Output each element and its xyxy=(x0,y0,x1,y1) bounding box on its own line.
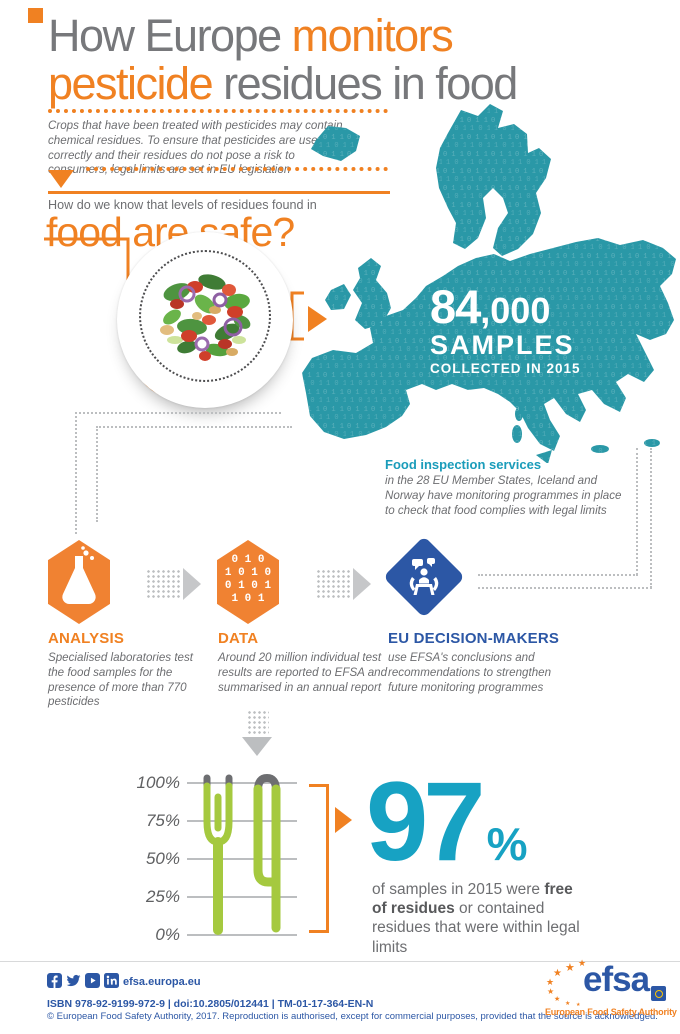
ytick-75: 75% xyxy=(145,811,180,830)
eu-flag-icon xyxy=(651,986,666,1001)
ytick-25: 25% xyxy=(145,887,180,906)
page-title: How Europe monitors pesticide residues in … xyxy=(48,12,608,108)
map-caption-body: in the 28 EU Member States, Iceland and … xyxy=(385,474,622,517)
section-divider xyxy=(48,191,390,194)
gridline xyxy=(187,820,297,822)
analysis-label: ANALYSIS xyxy=(48,630,125,647)
ytick-100: 100% xyxy=(136,773,180,792)
meeting-icon xyxy=(409,558,439,595)
connector-dotted xyxy=(75,412,77,534)
intro-text: Crops that have been treated with pestic… xyxy=(48,119,343,177)
arrow-right-icon xyxy=(335,807,352,833)
plate-dotted-ring xyxy=(139,250,271,382)
bracket xyxy=(326,784,329,933)
data-label: DATA xyxy=(218,630,259,647)
result-value: 97 xyxy=(366,759,486,884)
efsa-logo: ★ ★ ★ ★ ★ ★ ★ ★ efsa European Food Safet… xyxy=(545,958,680,1024)
title-divider-dotted xyxy=(48,109,388,113)
gridline xyxy=(187,782,297,784)
star-icon: ★ xyxy=(576,1002,581,1008)
footer-divider xyxy=(0,961,680,962)
star-icon: ★ xyxy=(546,977,555,987)
samples-stat: 84,000 SAMPLES COLLECTED IN 2015 xyxy=(430,283,581,376)
facebook-icon[interactable] xyxy=(47,973,62,988)
star-icon: ★ xyxy=(553,968,562,979)
copyright-line: © European Food Safety Authority, 2017. … xyxy=(47,1011,658,1022)
connector-dotted xyxy=(478,587,652,589)
connector-dotted xyxy=(650,448,652,588)
title-line-2: pesticide residues in food xyxy=(48,58,518,109)
analysis-desc: Specialised laboratories test the food s… xyxy=(48,651,194,709)
dotted-arrow-shaft xyxy=(316,569,352,599)
down-arrow-icon xyxy=(48,170,74,188)
result-stat: 97% xyxy=(366,766,528,878)
efsa-wordmark: efsa xyxy=(583,960,650,999)
flask-icon xyxy=(62,546,96,604)
decision-makers-label: EU DECISION-MAKERS xyxy=(388,630,560,647)
map-caption: Food inspection services in the 28 EU Me… xyxy=(385,457,625,518)
ytick-0: 0% xyxy=(155,925,180,944)
bracket-bottom xyxy=(309,930,329,933)
star-icon: ★ xyxy=(565,1001,571,1007)
arrow-right-icon xyxy=(183,568,201,600)
twitter-icon[interactable] xyxy=(66,973,81,988)
samples-sub: COLLECTED IN 2015 xyxy=(430,361,581,376)
star-icon: ★ xyxy=(547,987,555,996)
linkedin-icon[interactable] xyxy=(104,973,119,988)
samples-number: 84,000 xyxy=(430,280,551,333)
connector-dotted xyxy=(96,426,98,522)
samples-label: SAMPLES xyxy=(430,330,575,360)
bracket-top xyxy=(309,784,329,787)
result-text: of samples in 2015 were free of residues… xyxy=(372,881,580,956)
star-icon: ★ xyxy=(578,958,587,968)
decision-makers-desc: use EFSA's conclusions and recommendatio… xyxy=(388,651,552,694)
website-link[interactable]: efsa.europa.eu xyxy=(123,976,201,988)
arrow-right-icon xyxy=(353,568,371,600)
decision-makers-diamond xyxy=(382,535,466,619)
data-desc: Around 20 million individual test result… xyxy=(218,651,388,694)
fork-knife-chart xyxy=(203,773,281,935)
analysis-hexagon xyxy=(48,540,110,624)
star-icon: ★ xyxy=(554,996,561,1003)
connector-dotted xyxy=(75,412,281,414)
gridline xyxy=(187,858,297,860)
star-icon: ★ xyxy=(565,962,575,974)
salad-plate xyxy=(117,232,293,408)
gridline xyxy=(187,896,297,898)
data-block: DATA Around 20 million individual test r… xyxy=(218,630,390,695)
data-hexagon: 0 1 0 1 0 1 0 0 1 0 1 1 0 1 xyxy=(217,540,279,624)
connector-dotted xyxy=(478,574,638,576)
dotted-arrow-shaft xyxy=(247,710,269,736)
connector-dotted xyxy=(636,448,638,575)
result-unit: % xyxy=(486,818,528,870)
decision-makers-block: EU DECISION-MAKERS use EFSA's conclusion… xyxy=(388,630,578,695)
gridline xyxy=(187,934,297,936)
europe-map: 0 1 1 0 1 0 1 xyxy=(302,104,676,463)
map-caption-title: Food inspection services xyxy=(385,457,542,472)
analysis-block: ANALYSIS Specialised laboratories test t… xyxy=(48,630,206,710)
result-text-bold: free of residues xyxy=(372,881,573,918)
efsa-tagline: European Food Safety Authority xyxy=(545,1007,677,1017)
dotted-arrow-shaft xyxy=(146,569,182,599)
title-line-1: How Europe monitors xyxy=(48,10,454,61)
connector-dotted xyxy=(96,426,292,428)
intro-divider-dotted xyxy=(86,167,388,171)
binary-data-icon: 0 1 0 1 0 1 0 0 1 0 1 1 0 1 xyxy=(224,554,272,605)
isbn-line: ISBN 978-92-9199-972-9 | doi:10.2805/012… xyxy=(47,998,374,1010)
ytick-50: 50% xyxy=(145,849,180,868)
youtube-icon[interactable] xyxy=(85,973,100,988)
question-line: How do we know that levels of residues f… xyxy=(48,198,317,212)
arrow-down-icon xyxy=(242,737,272,756)
corner-marker xyxy=(28,8,43,23)
